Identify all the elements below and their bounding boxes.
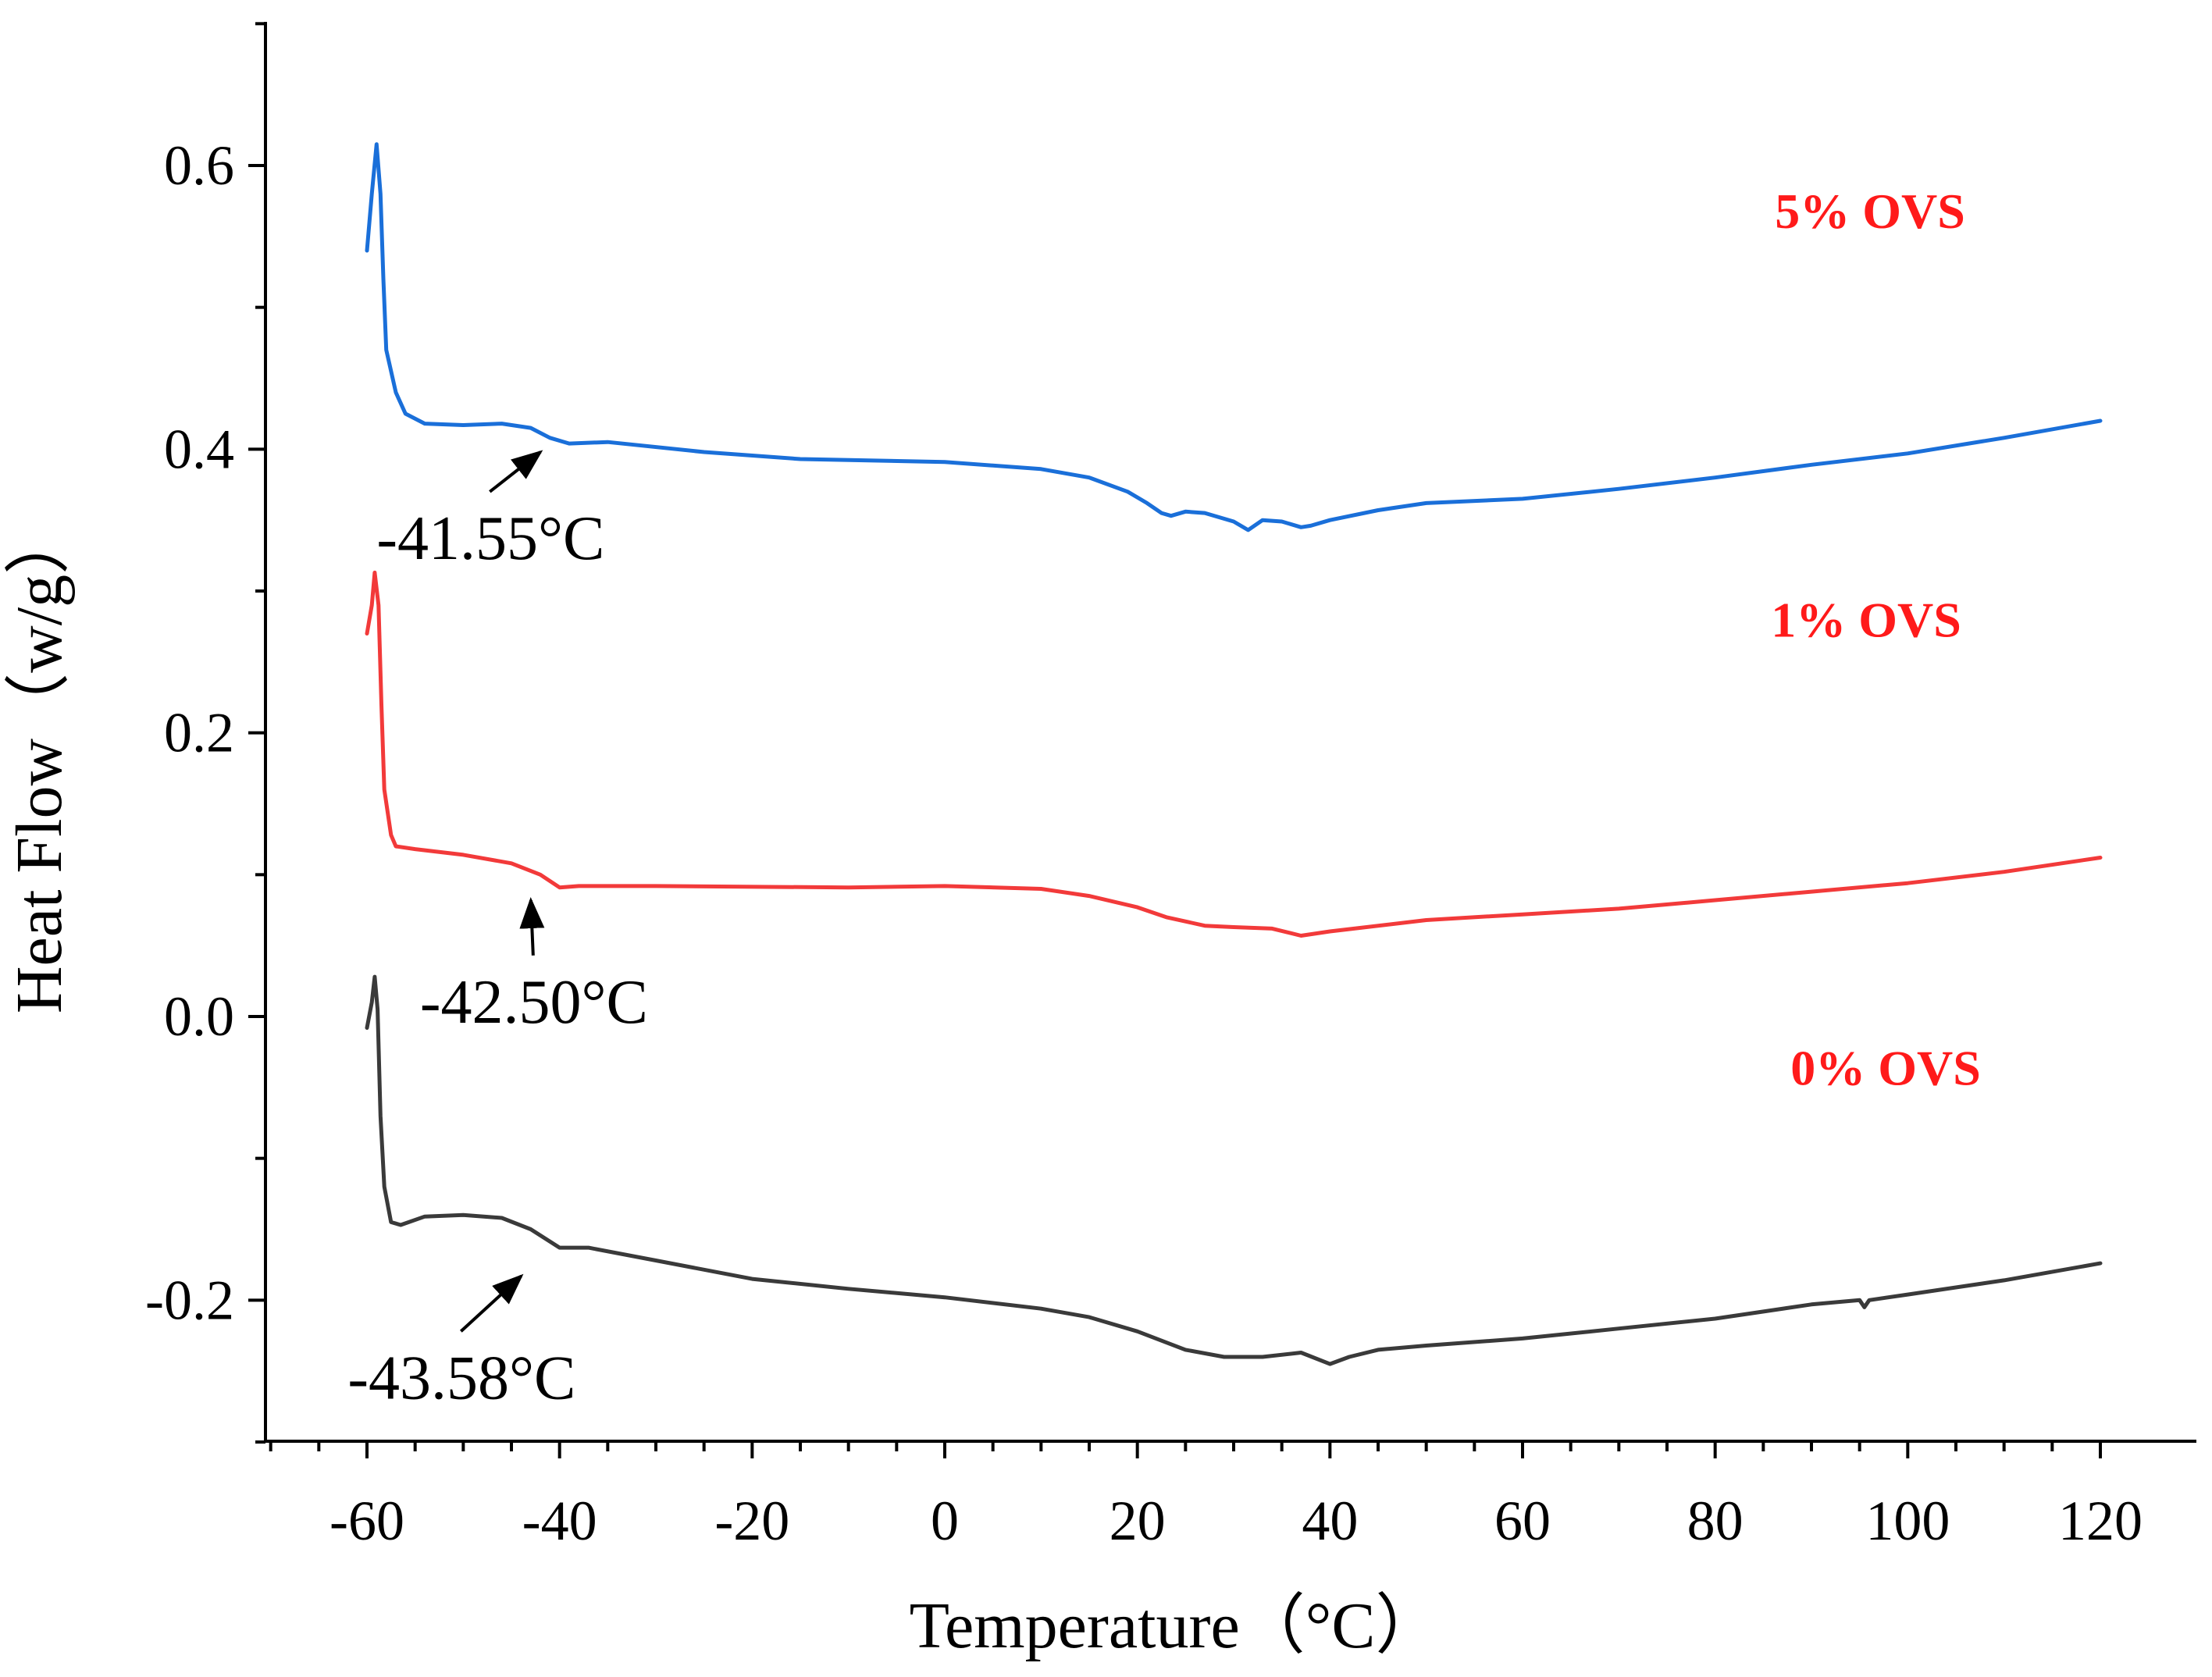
series-line-5pct-ovs bbox=[365, 142, 2103, 532]
x-tick-label: -40 bbox=[522, 1490, 597, 1552]
y-tick-label: 0.4 bbox=[164, 418, 234, 480]
series-label-0pct-ovs: 0% OVS bbox=[1790, 1040, 1981, 1095]
series-label-1pct-ovs: 1% OVS bbox=[1771, 592, 1961, 647]
y-tick-label: 0.6 bbox=[164, 134, 234, 197]
y-tick-label: 0.0 bbox=[164, 985, 234, 1048]
series-line-0pct-ovs bbox=[365, 974, 2103, 1366]
x-tick-label: -20 bbox=[714, 1490, 789, 1552]
annotation-5pct-ovs-arrow bbox=[489, 450, 543, 493]
y-ticks: -0.2 0.0 0.2 0.4 0.6 bbox=[145, 22, 265, 1444]
y-tick-label: 0.2 bbox=[164, 702, 234, 764]
y-tick-label: -0.2 bbox=[145, 1269, 234, 1331]
x-ticks: -60 -40 -20 0 20 40 60 80 100 120 bbox=[269, 1441, 2143, 1552]
x-tick-label: 40 bbox=[1302, 1490, 1358, 1552]
annotation-1pct-ovs-arrow bbox=[519, 897, 545, 956]
x-tick-label: 60 bbox=[1494, 1490, 1551, 1552]
x-axis-title: Temperature（°C） bbox=[910, 1590, 1441, 1662]
annotation-0pct-ovs-label: -43.58°C bbox=[347, 1344, 575, 1412]
x-tick-label: 80 bbox=[1687, 1490, 1744, 1552]
x-tick-label: 120 bbox=[2058, 1490, 2143, 1552]
y-axis-title: Heat Flow（w/g） bbox=[3, 509, 76, 1013]
series-label-5pct-ovs: 5% OVS bbox=[1775, 183, 1965, 239]
x-tick-label: 20 bbox=[1110, 1490, 1166, 1552]
annotation-5pct-ovs-label: -41.55°C bbox=[376, 504, 604, 573]
annotation-0pct-ovs-arrow bbox=[459, 1273, 524, 1333]
x-tick-label: -60 bbox=[329, 1490, 404, 1552]
series-group bbox=[365, 142, 2103, 1366]
x-tick-label: 100 bbox=[1865, 1490, 1950, 1552]
x-tick-label: 0 bbox=[931, 1490, 959, 1552]
series-line-1pct-ovs bbox=[365, 570, 2103, 938]
annotations: -41.55°C -42.50°C -43.58°C bbox=[347, 450, 648, 1412]
annotation-1pct-ovs-label: -42.50°C bbox=[420, 968, 648, 1037]
series-labels: 5% OVS 1% OVS 0% OVS bbox=[1771, 183, 1981, 1095]
